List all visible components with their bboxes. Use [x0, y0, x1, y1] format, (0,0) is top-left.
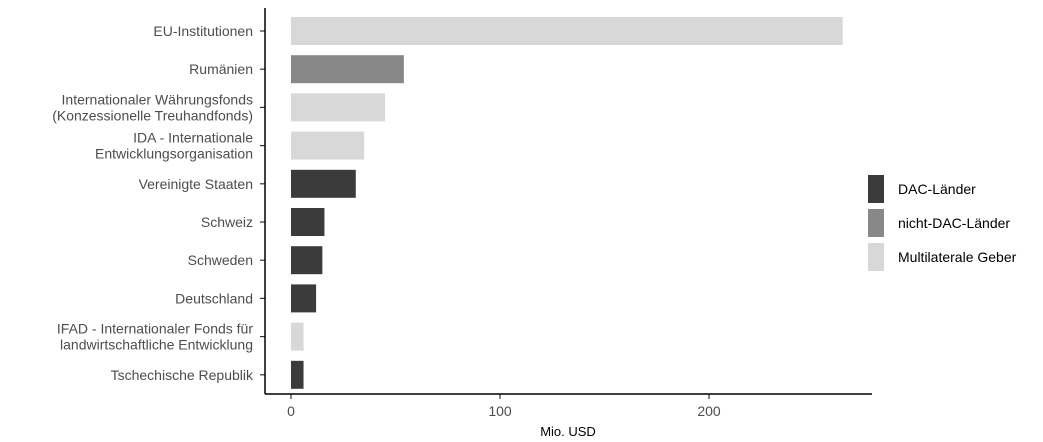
bars-group [291, 17, 843, 389]
bar [291, 360, 304, 389]
y-tick-label: IDA - Internationale [133, 130, 253, 146]
bar [291, 322, 304, 351]
bar [291, 93, 386, 122]
x-tick-label: 0 [287, 403, 295, 419]
bar [291, 169, 356, 198]
y-tick-label: Internationaler Währungsfonds [62, 91, 253, 107]
x-tick-label: 100 [488, 403, 512, 419]
y-tick-label: EU-Institutionen [153, 23, 253, 39]
y-tick-label: Schweden [188, 252, 253, 268]
bar [291, 131, 365, 160]
y-tick-label: Vereinigte Staaten [139, 176, 253, 192]
y-tick-label: Rumänien [189, 61, 253, 77]
y-tick-label: Schweiz [201, 214, 253, 230]
bar [291, 17, 843, 45]
x-tick-label: 200 [697, 403, 721, 419]
y-tick-label: Tschechische Republik [111, 367, 254, 383]
legend-key-multilateral [868, 243, 884, 271]
legend: DAC-Länder nicht-DAC-Länder Multilateral… [868, 174, 1016, 276]
legend-label-non-dac: nicht-DAC-Länder [898, 215, 1011, 231]
legend-item-dac: DAC-Länder [868, 174, 1016, 204]
x-axis-title: Mio. USD [540, 424, 596, 439]
y-tick-labels: EU-Institutionen Rumänien Internationaler … [52, 23, 254, 383]
y-tick-label: (Konzessionelle Treuhandfonds) [52, 107, 253, 123]
bar [291, 55, 404, 84]
y-tick-label: landwirtschaftliche Entwicklung [60, 337, 253, 353]
legend-item-non-dac: nicht-DAC-Länder [868, 208, 1016, 238]
legend-item-multilateral: Multilaterale Geber [868, 242, 1016, 272]
bar [291, 246, 323, 275]
y-ticks [260, 30, 265, 376]
legend-label-dac: DAC-Länder [898, 181, 976, 197]
y-tick-label: IFAD - Internationaler Fonds für [57, 321, 253, 337]
legend-label-multilateral: Multilaterale Geber [898, 249, 1017, 265]
bar [291, 284, 317, 313]
legend-key-dac [868, 175, 884, 203]
y-tick-label: Entwicklungsorganisation [95, 146, 253, 162]
y-tick-label: Deutschland [175, 290, 253, 306]
bar [291, 208, 325, 236]
x-axis: 0 100 200 [287, 394, 721, 419]
legend-key-non-dac [868, 209, 884, 237]
